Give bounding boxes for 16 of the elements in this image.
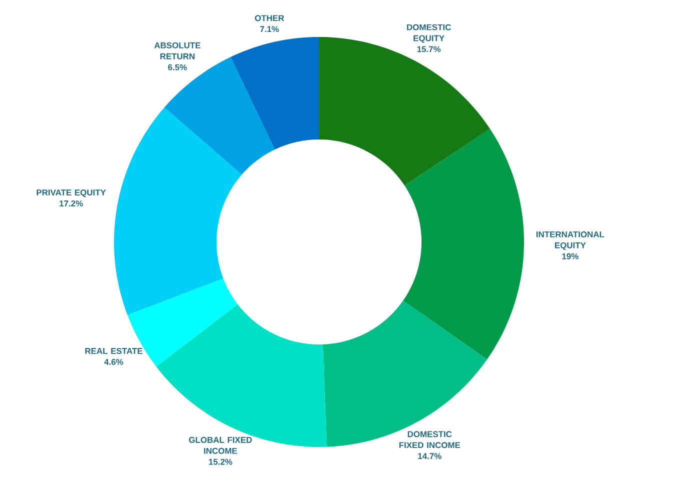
slice-label: OTHER (254, 15, 284, 22)
slice-label: GLOBAL FIXED INCOME (189, 436, 252, 454)
data-label: 14.7% (418, 453, 442, 460)
data-label: 17.2% (60, 200, 83, 206)
slice-label: INTERNATIONAL EQUITY (536, 231, 604, 250)
data-label: 15.7% (417, 46, 441, 52)
data-label: 19% (562, 253, 578, 260)
slice-label: DOMESTIC FIXED INCOME (399, 431, 460, 448)
data-label: 4.6% (104, 358, 124, 365)
slice-label: DOMESTIC EQUITY (407, 24, 451, 43)
data-label: 6.5% (168, 64, 187, 70)
data-label: 7.1% (260, 26, 279, 32)
slice-label: REAL ESTATE (85, 348, 142, 354)
data-label: 15.2% (208, 458, 232, 465)
slice-label: PRIVATE EQUITY (36, 190, 106, 198)
slice-label: ABSOLUTE RETURN (154, 42, 200, 60)
